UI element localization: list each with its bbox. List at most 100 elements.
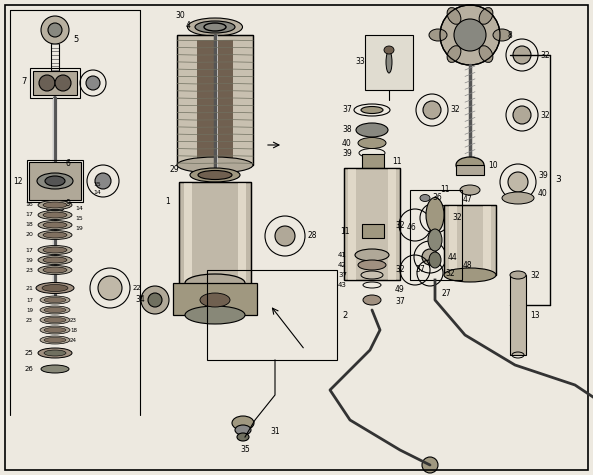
Text: 49: 49 (395, 285, 405, 294)
Ellipse shape (43, 222, 67, 228)
Text: 8: 8 (508, 30, 513, 39)
Ellipse shape (200, 293, 230, 307)
Ellipse shape (358, 260, 386, 270)
Bar (365, 35, 413, 90)
Circle shape (513, 106, 531, 124)
Ellipse shape (456, 157, 484, 173)
Bar (173, 283, 257, 315)
Circle shape (141, 286, 169, 314)
Text: 40: 40 (538, 190, 548, 199)
Ellipse shape (187, 18, 243, 36)
Ellipse shape (43, 202, 67, 208)
Ellipse shape (41, 365, 69, 373)
Text: 31: 31 (270, 428, 280, 437)
Bar (179, 182, 251, 290)
Ellipse shape (447, 46, 461, 62)
Text: 32: 32 (452, 213, 461, 222)
Ellipse shape (40, 306, 70, 314)
Text: 15: 15 (93, 181, 101, 187)
Text: 28: 28 (308, 231, 317, 240)
Text: 20: 20 (25, 232, 33, 238)
Bar (177, 35, 253, 165)
Text: 17: 17 (26, 297, 33, 303)
Text: 14: 14 (75, 206, 83, 210)
Ellipse shape (384, 46, 394, 54)
Text: 2: 2 (342, 311, 347, 320)
Ellipse shape (44, 307, 66, 313)
Text: 14: 14 (93, 190, 101, 194)
Text: 43: 43 (338, 282, 347, 288)
Text: 32: 32 (530, 270, 540, 279)
Ellipse shape (198, 171, 232, 180)
Ellipse shape (40, 336, 70, 344)
Text: 32: 32 (395, 266, 404, 275)
Text: 11: 11 (340, 227, 349, 236)
Text: 16: 16 (25, 202, 33, 208)
Ellipse shape (44, 327, 66, 332)
Ellipse shape (479, 8, 493, 24)
Ellipse shape (43, 232, 67, 238)
Circle shape (454, 19, 486, 51)
Ellipse shape (44, 297, 66, 303)
Ellipse shape (502, 192, 534, 204)
Bar (444, 205, 496, 275)
Ellipse shape (44, 317, 66, 323)
Bar (29, 162, 81, 200)
Text: 11: 11 (392, 156, 401, 165)
Ellipse shape (190, 168, 240, 182)
Text: 42: 42 (338, 262, 347, 268)
Text: 40: 40 (342, 139, 352, 148)
Ellipse shape (42, 285, 68, 292)
Text: 39: 39 (342, 149, 352, 158)
Text: 29: 29 (170, 165, 180, 174)
Text: 47: 47 (463, 196, 473, 205)
Ellipse shape (44, 350, 66, 356)
Ellipse shape (510, 271, 526, 279)
Bar (177, 35, 253, 165)
Ellipse shape (36, 283, 74, 294)
Text: 37: 37 (395, 297, 405, 306)
Bar (207, 270, 337, 360)
Ellipse shape (493, 29, 511, 41)
Ellipse shape (429, 29, 447, 41)
Circle shape (95, 173, 111, 189)
Text: 30: 30 (175, 10, 185, 19)
Bar (179, 182, 251, 290)
Text: 13: 13 (530, 311, 540, 320)
Text: 37: 37 (415, 266, 425, 275)
Text: 23: 23 (26, 317, 33, 323)
Circle shape (422, 249, 438, 265)
Ellipse shape (460, 185, 480, 195)
Circle shape (148, 293, 162, 307)
Ellipse shape (429, 252, 441, 268)
Text: 36: 36 (432, 193, 442, 202)
Bar (410, 190, 462, 280)
Ellipse shape (37, 173, 73, 189)
Text: 5: 5 (73, 36, 78, 45)
Text: 32: 32 (450, 105, 460, 114)
Ellipse shape (447, 8, 461, 24)
Bar (483, 205, 491, 275)
Bar (30, 68, 80, 98)
Ellipse shape (43, 212, 67, 218)
Bar (362, 154, 384, 168)
Text: 23: 23 (70, 317, 77, 323)
Ellipse shape (40, 316, 70, 324)
Text: 34: 34 (135, 295, 145, 304)
Ellipse shape (44, 338, 66, 342)
Ellipse shape (38, 220, 72, 229)
Text: 4: 4 (185, 20, 190, 29)
Bar (510, 275, 526, 355)
Text: 38: 38 (342, 125, 352, 134)
Ellipse shape (38, 348, 72, 358)
Text: 37: 37 (342, 105, 352, 114)
Bar (197, 40, 233, 160)
Ellipse shape (232, 416, 254, 430)
Ellipse shape (38, 256, 72, 265)
Ellipse shape (185, 274, 245, 292)
Ellipse shape (40, 326, 70, 334)
Circle shape (422, 457, 438, 473)
Circle shape (508, 172, 528, 192)
Ellipse shape (356, 123, 388, 137)
Text: 19: 19 (25, 257, 33, 263)
